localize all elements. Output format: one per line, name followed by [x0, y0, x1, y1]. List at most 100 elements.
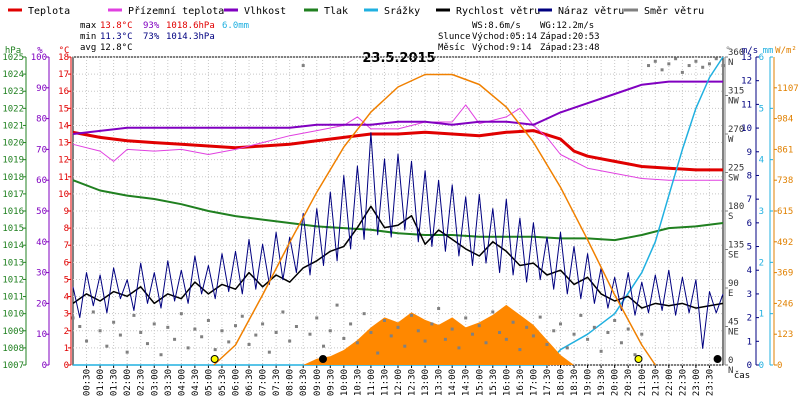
wind-direction-point [179, 312, 183, 316]
wind-direction-point [145, 342, 149, 346]
x-axis-tick-label: 19:30 [597, 369, 607, 396]
wind-direction-point [599, 349, 603, 353]
x-axis-tick-label: 21:30 [651, 369, 661, 396]
moon-rise: Východ:9:14 [472, 43, 532, 53]
axis-tick-label-radiation: 246 [777, 299, 793, 309]
axis-tick-label-pressure_hpa: 1018 [2, 173, 24, 183]
wind-direction-point [369, 330, 373, 334]
moon-label: Měsíc [438, 43, 465, 53]
sun-rise: Východ:05:14 [472, 32, 537, 42]
x-axis-tick-label: 14:00 [448, 369, 458, 396]
wind-direction-point [85, 339, 89, 343]
wind-direction-point [267, 350, 271, 354]
wind-direction-point [511, 320, 515, 324]
axis-tick-label-pressure_hpa: 1022 [2, 104, 24, 114]
wind-direction-point [613, 319, 617, 323]
legend-label: Tlak [324, 6, 348, 17]
wind-direction-point [721, 64, 725, 68]
wind-direction-point [254, 333, 258, 337]
axis-tick-label-pressure_hpa: 1016 [2, 207, 24, 217]
x-axis-tick-label: 08:00 [286, 369, 296, 396]
sun-label: Slunce [438, 32, 471, 42]
wind-direction-point [382, 319, 386, 323]
x-axis-tick-label: 02:30 [137, 369, 147, 396]
axis-tick-label-rain: 5 [759, 104, 764, 114]
axis-tick-label-direction: 45 [728, 318, 739, 328]
wind-direction-point [403, 344, 407, 348]
axis-tick-label-direction: 90 [728, 279, 739, 289]
x-axis-tick-label: 10:30 [353, 369, 363, 396]
axis-tick-label-rain: 2 [759, 258, 764, 268]
legend-label: Náraz větru [558, 5, 624, 17]
wind-direction-point [504, 337, 508, 341]
x-axis-tick-label: 11:30 [380, 369, 390, 396]
wind-direction-point [586, 337, 590, 341]
wind-direction-point [707, 62, 711, 66]
axis-tick-label-compass: NE [728, 328, 739, 338]
axis-tick-label-rain: 1 [759, 310, 764, 320]
axis-tick-label-pressure_hpa: 1009 [2, 327, 24, 337]
x-axis-tick-label: 00:30 [83, 369, 93, 396]
x-axis-tick-label: 13:00 [421, 369, 431, 396]
stats-min-label: min [80, 32, 96, 42]
axis-tick-label-compass: N [728, 366, 733, 376]
axis-tick-label-radiation: 123 [777, 330, 793, 340]
wind-direction-point [592, 325, 596, 329]
series-line [72, 179, 724, 242]
stats-max-hum: 93% [143, 21, 160, 31]
x-axis-tick-label: 03:00 [150, 369, 160, 396]
wind-direction-point [410, 313, 414, 317]
x-axis-tick-label: 14:30 [462, 369, 472, 396]
legend-label: Vlhkost [244, 6, 286, 17]
axis-tick-label-wind: 0 [747, 361, 752, 371]
sun-set: Západ:20:53 [540, 32, 600, 42]
x-axis-tick-label: 20:30 [624, 369, 634, 396]
axis-tick-label-temperature_c: 14 [58, 121, 69, 131]
axis-tick-label-rain: 0 [759, 361, 764, 371]
wind-direction-point [701, 65, 705, 69]
axis-unit-temperature_c: °C [59, 46, 70, 56]
wind-wg: WG:12.2m/s [540, 21, 594, 31]
axis-tick-label-pressure_hpa: 1013 [2, 258, 24, 268]
wind-direction-point [416, 329, 420, 333]
series-line [72, 104, 723, 181]
legend: Teplota Přízemní teplota Vlhkost Tlak Srážky… [8, 5, 704, 17]
x-axis-tick-label: 18:30 [570, 369, 580, 396]
wind-direction-point [559, 322, 562, 326]
axis-tick-label-rain: 3 [759, 207, 764, 217]
axis-tick-label-pressure_hpa: 1007 [2, 361, 24, 371]
axis-tick-label-pressure_hpa: 1025 [2, 53, 24, 63]
axis-tick-label-direction: 225 [728, 164, 744, 174]
wind-direction-point [653, 59, 657, 63]
axis-tick-label-direction: 360 [728, 48, 744, 58]
x-axis-tick-label: 03:30 [164, 369, 174, 396]
axis-tick-label-compass: E [728, 289, 733, 299]
stats-avg-temp: 12.8°C [100, 43, 133, 53]
x-axis-tick-label: 17:30 [543, 369, 553, 396]
axis-tick-label-wind: 11 [741, 100, 752, 110]
wind-direction-point [430, 322, 434, 326]
wind-direction-point [647, 64, 651, 68]
wind-direction-point [680, 70, 684, 74]
x-axis-tick-label: 09:00 [313, 369, 323, 396]
stats-min-hum: 73% [143, 32, 160, 42]
grid [73, 56, 723, 366]
axis-tick-label-humidity_pct: 0 [42, 361, 47, 371]
wind-direction-point [328, 329, 332, 333]
wind-direction-point [91, 310, 95, 314]
wind-direction-point [118, 333, 122, 337]
stats-avg-label: avg [80, 43, 96, 53]
wind-direction-point [220, 329, 224, 333]
x-axis-tick-label: 01:00 [96, 369, 106, 396]
stats-max-press: 1018.6hPa [166, 21, 215, 31]
moon-marker [713, 355, 722, 363]
wind-direction-point [186, 346, 190, 350]
axis-tick-label-wind: 2 [747, 314, 752, 324]
wind-direction-point [674, 57, 678, 61]
axis-tick-label-pressure_hpa: 1011 [2, 293, 24, 303]
series-line [72, 80, 723, 135]
x-axis-tick-label: 01:30 [110, 369, 120, 396]
axis-tick-label-wind: 6 [747, 219, 752, 229]
axis-tick-label-radiation: 861 [777, 145, 793, 155]
